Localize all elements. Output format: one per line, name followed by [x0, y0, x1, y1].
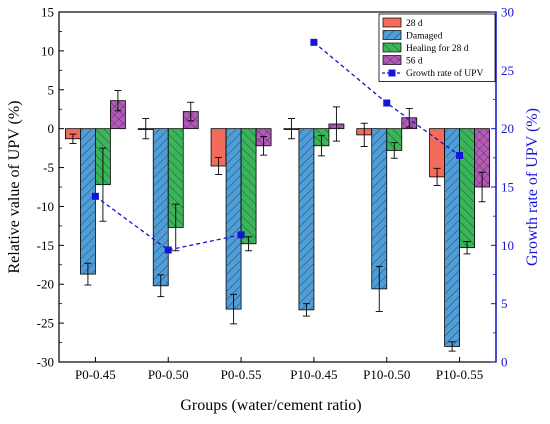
bar-hatch — [226, 128, 242, 310]
y-tick-label: 5 — [48, 82, 55, 97]
y-tick-label: -10 — [37, 199, 54, 214]
legend-label: Growth rate of UPV — [406, 68, 483, 79]
growth-rate-point — [237, 231, 245, 239]
y-tick-label: 10 — [41, 43, 54, 58]
y2-tick-label: 10 — [501, 238, 514, 253]
x-tick-label: P0-0.55 — [221, 367, 262, 382]
legend-marker — [388, 69, 396, 77]
legend-label: Damaged — [406, 32, 443, 42]
legend-swatch-hatch — [383, 43, 401, 52]
growth-rate-line — [95, 195, 242, 251]
growth-rate-point — [456, 152, 464, 159]
bar-hatch — [80, 128, 96, 275]
legend-label: 28 d — [406, 19, 423, 29]
bar-hatch — [110, 100, 126, 129]
y2-tick-label: 30 — [501, 5, 514, 20]
y-tick-label: 15 — [41, 5, 54, 20]
y2-tick-label: 5 — [501, 296, 508, 311]
y-tick-label: -15 — [37, 238, 54, 253]
axes-layer: -30 -25 -20 -15 -10 -5 0 5 10 15 0 5 10 15 20 25 30 P0-0.… — [37, 5, 514, 383]
growth-line-layer — [91, 38, 464, 254]
bar-hatch — [459, 128, 475, 248]
y-tick-label: -20 — [37, 277, 54, 292]
y2-tick-label: 25 — [501, 63, 514, 78]
x-tick-label: P10-0.55 — [436, 367, 483, 382]
growth-rate-point — [164, 246, 172, 254]
legend-label: Healing for 28 d — [406, 43, 469, 54]
growth-rate-point — [310, 38, 318, 46]
x-tick-label: P10-0.45 — [290, 367, 337, 382]
y2-tick-label: 15 — [501, 180, 514, 195]
bar-hatch — [444, 128, 460, 347]
legend-label: 56 d — [406, 57, 423, 67]
y-tick-label: -25 — [37, 316, 54, 331]
growth-rate-point — [91, 192, 99, 200]
bar-hatch — [371, 128, 387, 289]
bar-hatch — [386, 128, 402, 151]
legend-swatch — [382, 17, 402, 28]
x-tick-label: P0-0.45 — [75, 367, 116, 382]
bar-hatch — [474, 128, 490, 187]
y2-tick-label: 0 — [501, 355, 508, 370]
y-axis-title: Relative value of UPV (%) — [6, 101, 23, 274]
x-tick-label: P0-0.50 — [148, 367, 189, 382]
bar-hatch — [168, 128, 184, 228]
bar-hatch — [298, 128, 314, 310]
legend-swatch-hatch — [383, 30, 401, 40]
bar-hatch — [241, 128, 257, 244]
legend-swatch-hatch — [383, 55, 401, 65]
y2-tick-label: 20 — [501, 121, 514, 136]
bars-layer — [65, 100, 490, 347]
y-tick-label: -30 — [37, 355, 54, 370]
growth-rate-point — [383, 99, 391, 107]
y-tick-label: -5 — [43, 160, 54, 175]
x-tick-label: P10-0.50 — [363, 367, 410, 382]
x-axis-title: Groups (water/cement ratio) — [180, 397, 361, 414]
y2-axis-title: Growth rate of UPV (%) — [524, 108, 541, 266]
error-bars-layer — [69, 90, 486, 352]
y-tick-label: 0 — [48, 121, 55, 136]
bar-hatch — [153, 128, 169, 286]
